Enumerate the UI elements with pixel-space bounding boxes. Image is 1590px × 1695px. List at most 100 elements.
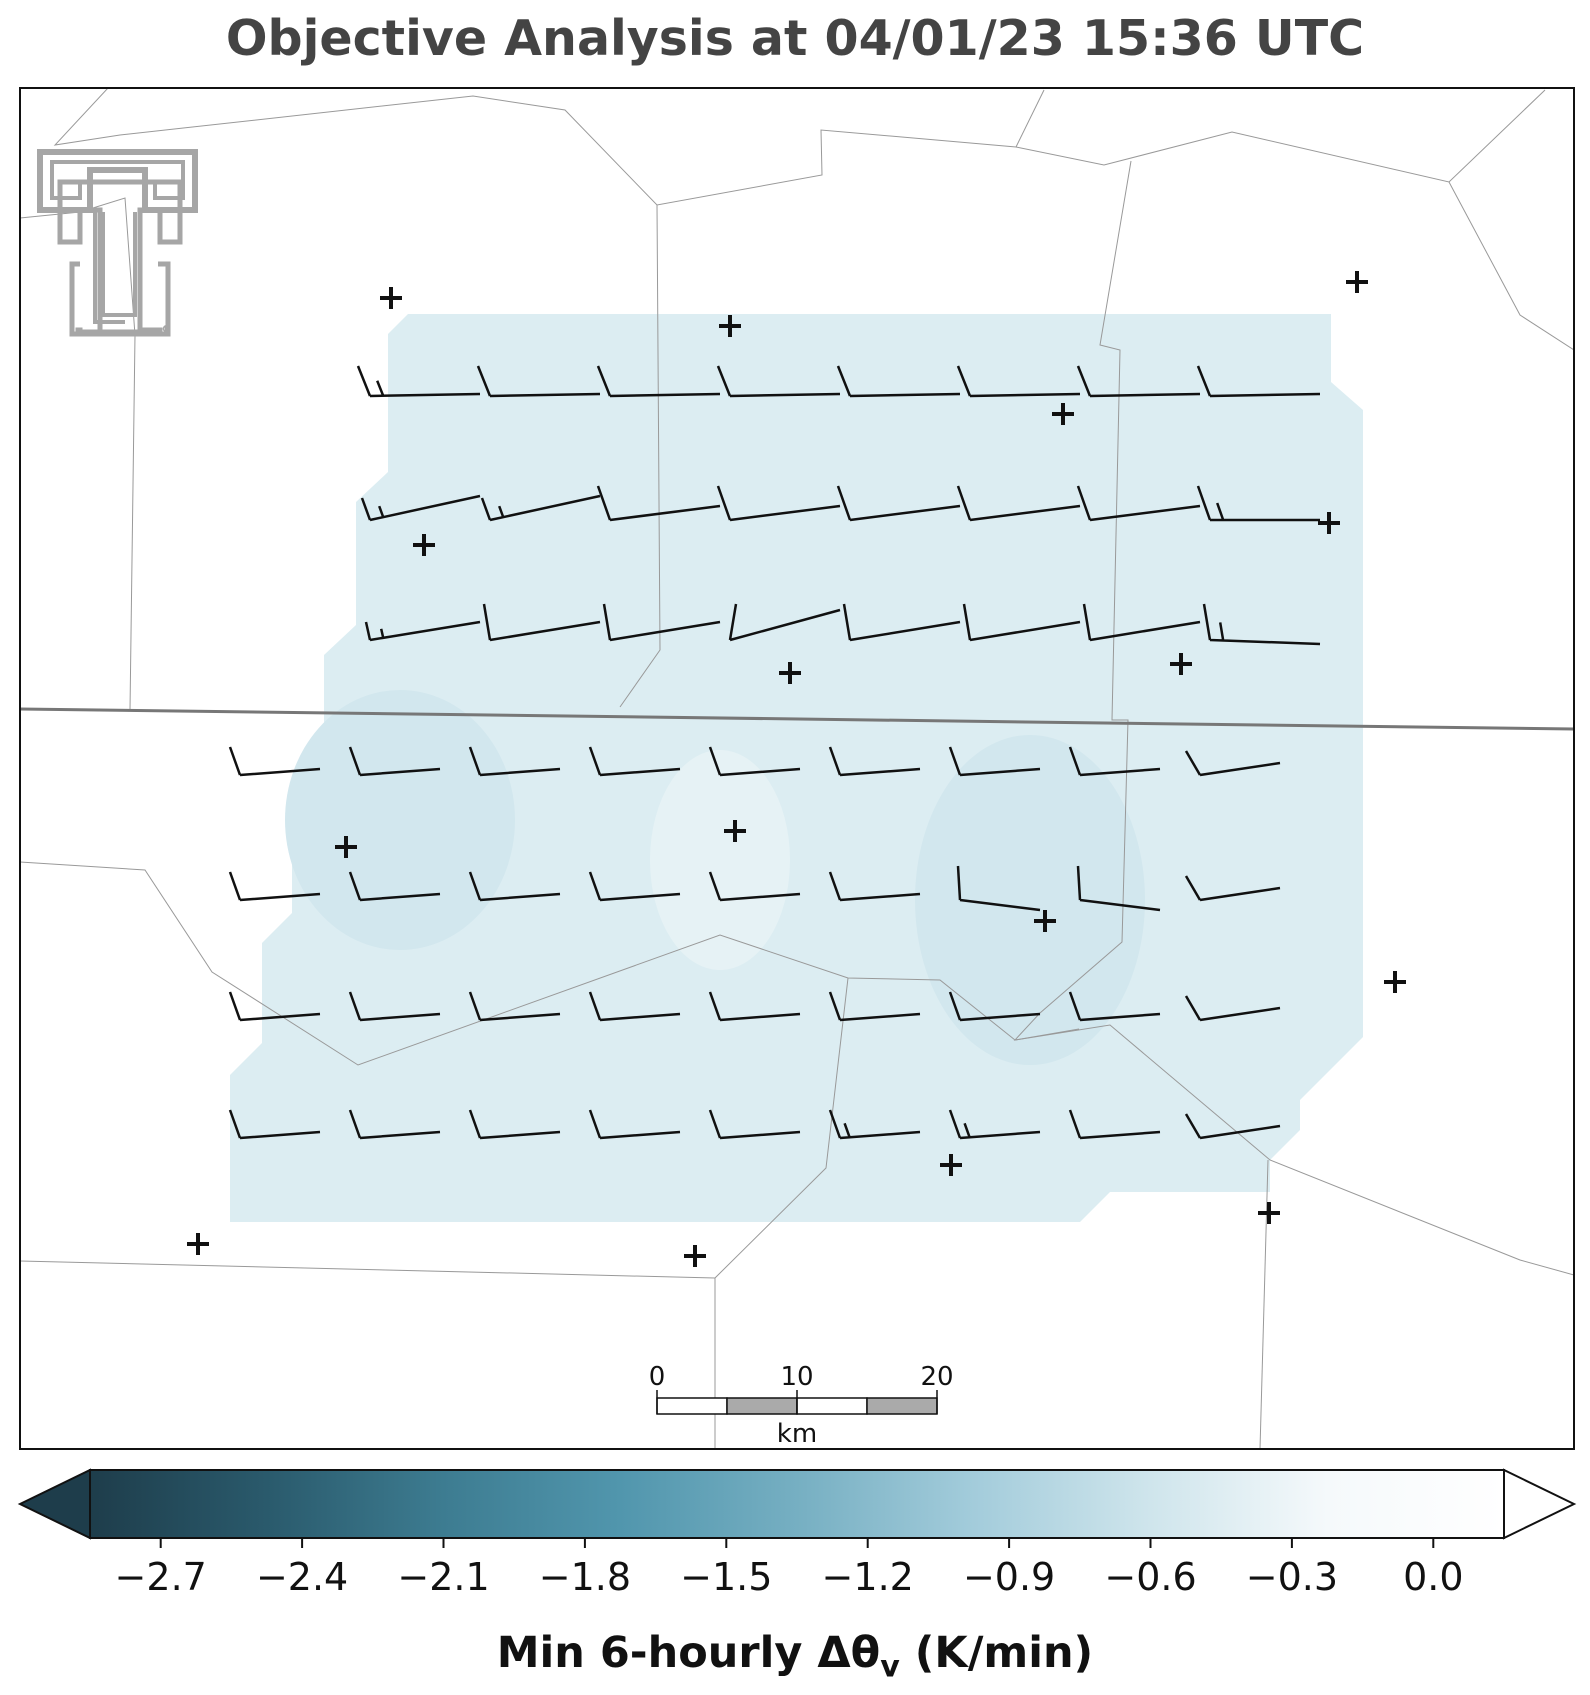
wind-barb: [228, 1109, 321, 1140]
scale-bar-tick-label: 10: [780, 1362, 813, 1392]
wind-barb: [1202, 603, 1321, 646]
wind-barb: [708, 746, 801, 777]
wind-barb: [348, 1109, 441, 1140]
wind-barb: [1184, 750, 1281, 777]
wind-barb: [828, 991, 921, 1022]
wind-barb: [842, 603, 961, 642]
colorbar-tick-label: −2.1: [397, 1555, 489, 1599]
wind-barb: [716, 485, 841, 522]
wind-barb: [228, 871, 321, 902]
wind-barb: [962, 603, 1081, 642]
texas-tech-double-t-logo: ®: [37, 149, 198, 337]
wind-barb: [828, 746, 921, 777]
wind-barb: [716, 365, 841, 398]
wind-barb: [482, 603, 601, 642]
wind-barb: [956, 365, 1081, 398]
colorbar-label-subscript: v: [880, 1649, 900, 1685]
wind-barb: [588, 991, 681, 1022]
wind-barb: [836, 485, 961, 522]
colorbar-tick-label: 0.0: [1403, 1555, 1463, 1599]
wind-barb: [480, 494, 601, 522]
colorbar-tick-label: −1.5: [680, 1555, 772, 1599]
station-marker: [187, 1233, 209, 1255]
wind-barb: [1082, 603, 1201, 642]
colorbar-label-unit: (K/min): [899, 1628, 1094, 1678]
colorbar-label-main: Min 6-hourly Δθ: [496, 1628, 881, 1678]
station-marker: [779, 662, 801, 684]
station-marker: [940, 1154, 962, 1176]
analysis-field-minimum: [285, 690, 515, 950]
scale-bar-tick-label: 0: [649, 1362, 666, 1392]
station-marker: [719, 315, 741, 337]
wind-barb: [360, 494, 481, 522]
wind-barb: [588, 1109, 681, 1140]
colorbar-tick-label: −0.9: [963, 1555, 1055, 1599]
svg-text:®: ®: [162, 325, 171, 335]
scale-bar: 0 10 20 km: [649, 1362, 954, 1449]
colorbar-tick-label: −0.6: [1104, 1555, 1196, 1599]
wind-barb: [956, 485, 1081, 522]
wind-barb: [1068, 1109, 1161, 1140]
wind-barb: [228, 746, 321, 777]
wind-barb: [728, 603, 841, 642]
station-marker: [684, 1245, 706, 1267]
station-marker: [413, 534, 435, 556]
map-title: Objective Analysis at 04/01/23 15:36 UTC: [225, 10, 1365, 67]
wind-barb: [1076, 365, 1201, 398]
wind-barb: [836, 365, 961, 398]
wind-barb: [828, 871, 921, 902]
station-marker: [1258, 1202, 1280, 1224]
wind-barb: [468, 1109, 561, 1140]
station-marker: [1052, 403, 1074, 425]
scale-bar-tick-label: 20: [920, 1362, 953, 1392]
colorbar-tick-label: −2.7: [115, 1555, 207, 1599]
wind-barb: [348, 991, 441, 1022]
colorbar-tick-label: −1.8: [539, 1555, 631, 1599]
wind-barb: [948, 991, 1041, 1022]
wind-barb: [364, 620, 481, 642]
wind-barb: [1184, 995, 1281, 1022]
wind-barb: [708, 991, 801, 1022]
station-marker: [1318, 512, 1340, 534]
wind-barb: [956, 865, 1041, 912]
station-marker: [1346, 271, 1368, 293]
wind-barb: [1076, 865, 1161, 912]
map-frame: [19, 87, 1575, 1450]
wind-barb: [348, 871, 441, 902]
wind-barb: [588, 746, 681, 777]
wind-barb: [1196, 365, 1321, 398]
map-panel: ® 0 10 20 km: [19, 87, 1575, 1450]
wind-barb: [828, 1109, 921, 1140]
colorbar-label: Min 6-hourly Δθv (K/min): [0, 1628, 1590, 1685]
wind-barbs: [228, 365, 1321, 1140]
wind-barb: [468, 991, 561, 1022]
colorbar-tick-label: −0.3: [1246, 1555, 1338, 1599]
colorbar-gradient: [89, 1469, 1505, 1539]
wind-barb: [708, 871, 801, 902]
wind-barb: [596, 485, 721, 522]
analysis-field-minimum: [915, 735, 1145, 1065]
wind-barb: [476, 365, 601, 398]
wind-barb: [348, 746, 441, 777]
station-marker: [1384, 971, 1406, 993]
station-marker: [1170, 653, 1192, 675]
wind-barb: [948, 1109, 1041, 1140]
wind-barb: [596, 365, 721, 398]
scale-bar-unit: km: [777, 1419, 817, 1449]
wind-barb: [228, 991, 321, 1022]
wind-barb: [1184, 875, 1281, 902]
station-marker: [724, 820, 746, 842]
station-marker: [335, 836, 357, 858]
colorbar-tick-label: −1.2: [822, 1555, 914, 1599]
wind-barb: [708, 1109, 801, 1140]
wind-barb: [1068, 991, 1161, 1022]
wind-barb: [468, 871, 561, 902]
wind-barb: [356, 365, 481, 398]
station-marker: [1034, 910, 1056, 932]
colorbar-tick-label: −2.4: [256, 1555, 348, 1599]
state-boundary-line: [20, 707, 1574, 731]
wind-barb: [948, 746, 1041, 777]
analysis-field-maximum: [650, 750, 790, 970]
wind-barb: [588, 871, 681, 902]
